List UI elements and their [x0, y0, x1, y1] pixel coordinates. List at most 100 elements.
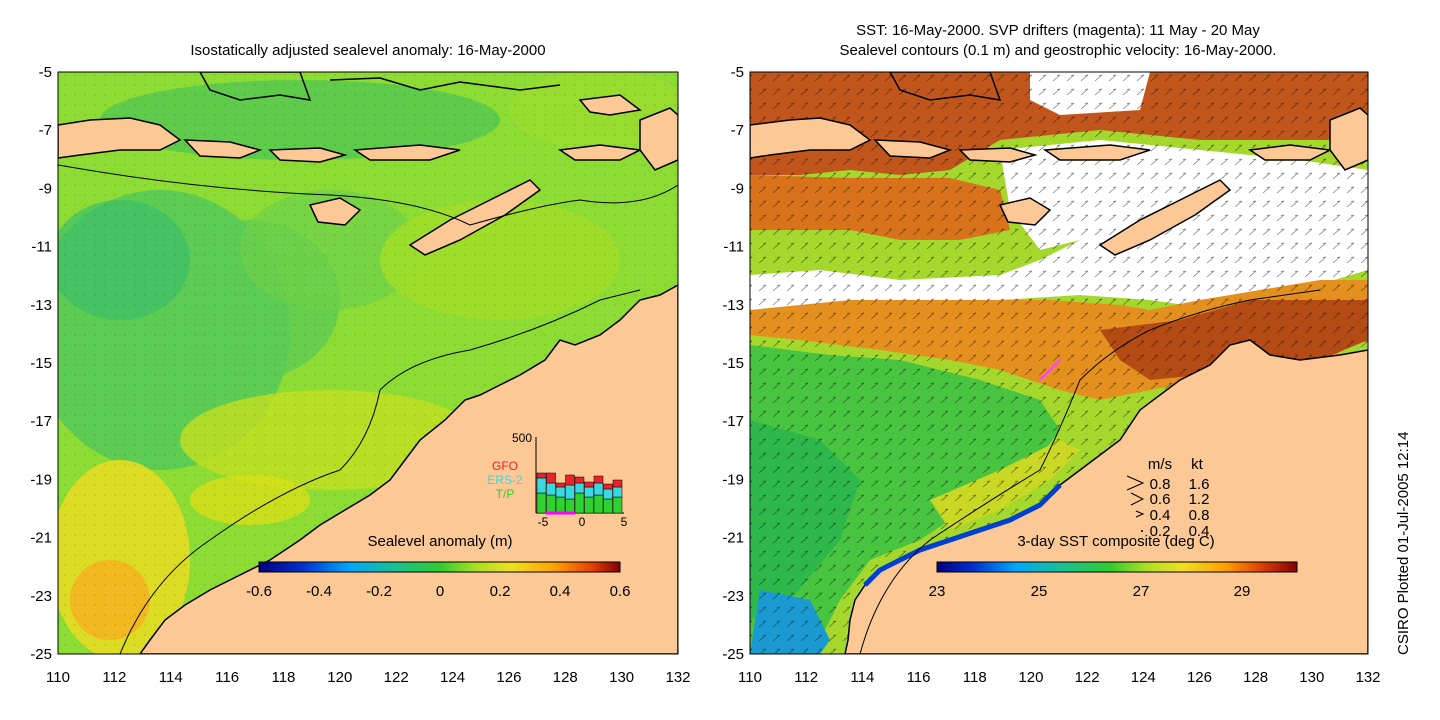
right-map-x-axis: 110 112 114 116 118 120 122 124 126 128 130 132	[738, 669, 1380, 686]
right-colorbar-label: 3-day SST composite (deg C)	[1017, 533, 1214, 550]
legend-ers2: ERS-2	[487, 473, 523, 487]
axis-tick-label: -17	[30, 413, 52, 430]
axis-tick-label: -15	[722, 355, 744, 372]
histogram-bar-ers	[584, 486, 594, 498]
histogram-bar-gfo	[603, 483, 613, 490]
axis-tick-label: 130	[1299, 669, 1324, 686]
axis-tick-label: -5	[39, 64, 52, 81]
left-map-y-axis: -5 -7 -9 -11 -13 -15 -17 -19 -21 -23 -25	[30, 64, 52, 663]
histogram-bar-tp	[612, 496, 623, 514]
axis-tick-label: 116	[215, 669, 239, 686]
left-map-title: Isostatically adjusted sealevel anomaly:…	[190, 42, 545, 59]
right-map-y-axis: -5 -7 -9 -11 -13 -15 -17 -19 -21 -23 -25	[722, 64, 744, 663]
right-map-field	[750, 72, 1368, 654]
velocity-legend-kt: 0.8	[1189, 507, 1210, 524]
left-colorbar-tick: -0.6	[246, 583, 272, 600]
axis-tick-label: 132	[1355, 669, 1380, 686]
histogram-bar-ers	[612, 486, 623, 498]
axis-tick-label: 132	[665, 669, 690, 686]
left-map-x-axis: 110 112 114 116 118 120 122 124 126 128 130 132	[46, 669, 690, 686]
histogram-bar-gfo	[612, 479, 623, 488]
right-colorbar	[936, 561, 1298, 573]
velocity-legend: m/s kt 0.8 1.6 0.6 1.2 0.4 0.8 0.2 0.4	[1126, 456, 1210, 540]
axis-tick-label: -23	[30, 588, 52, 605]
histogram-bar-ers	[565, 484, 575, 500]
left-colorbar-tick: 0	[436, 583, 444, 600]
axis-tick-label: -9	[39, 180, 52, 197]
axis-tick-label: 128	[553, 669, 578, 686]
left-colorbar-tick: -0.4	[306, 583, 332, 600]
axis-tick-label: 118	[963, 669, 987, 686]
velocity-legend-ms: 0.8	[1150, 476, 1171, 493]
axis-tick-label: 110	[738, 669, 762, 686]
histogram-bar-gfo	[546, 472, 556, 484]
histogram-bar-tp	[574, 492, 585, 514]
left-colorbar	[258, 561, 621, 573]
left-colorbar-tick: 0.2	[490, 583, 511, 600]
histogram-xtick: 5	[621, 515, 628, 529]
axis-tick-label: -11	[723, 239, 744, 256]
histogram-bar-ers	[574, 482, 585, 494]
right-colorbar-tick: 23	[929, 583, 946, 600]
axis-tick-label: -13	[30, 297, 52, 314]
axis-tick-label: 128	[1243, 669, 1268, 686]
histogram-bar-tp	[603, 498, 613, 514]
histogram-bar-tp	[555, 496, 566, 514]
histogram-bar-gfo	[565, 474, 575, 486]
data-count-histogram: 500 GFO ERS-2 T/P -5 0 5	[487, 431, 627, 529]
axis-tick-label: -15	[30, 355, 52, 372]
axis-tick-label: 110	[46, 669, 70, 686]
velocity-legend-kt-header: kt	[1191, 456, 1204, 473]
left-map-frame	[57, 71, 679, 655]
velocity-legend-kt: 1.2	[1189, 491, 1210, 508]
histogram-bar-gfo	[555, 482, 566, 488]
histogram-bar-ers	[603, 488, 613, 500]
plot-credit: CSIRO Plotted 01-Jul-2005 12:14	[1395, 432, 1412, 655]
histogram-bar-ers	[536, 477, 547, 494]
axis-tick-label: 126	[496, 669, 521, 686]
velocity-legend-ms: 0.6	[1150, 491, 1171, 508]
legend-gfo: GFO	[492, 459, 518, 473]
right-map-title-line2: Sealevel contours (0.1 m) and geostrophi…	[840, 42, 1277, 59]
histogram-bar-gfo	[593, 475, 604, 484]
right-map-frame	[749, 71, 1369, 655]
axis-tick-label: -5	[731, 64, 744, 81]
velocity-legend-kt: 1.6	[1189, 476, 1210, 493]
left-colorbar-ticks: -0.6 -0.4 -0.2 0 0.2 0.4 0.6	[246, 583, 630, 600]
velocity-legend-ms-header: m/s	[1148, 456, 1172, 473]
axis-tick-label: -17	[722, 413, 744, 430]
histogram-ymax-label: 500	[512, 431, 532, 445]
axis-tick-label: -23	[722, 588, 744, 605]
right-map-title-line1: SST: 16-May-2000. SVP drifters (magenta)…	[856, 22, 1260, 39]
axis-tick-label: 114	[159, 669, 183, 686]
axis-tick-label: 124	[440, 669, 465, 686]
axis-tick-label: -21	[30, 530, 52, 547]
histogram-bar-tp	[584, 496, 594, 514]
axis-tick-label: 118	[271, 669, 295, 686]
axis-tick-label: -19	[30, 471, 52, 488]
histogram-xtick: -5	[538, 515, 549, 529]
velocity-legend-ms: 0.4	[1150, 507, 1171, 524]
axis-tick-label: 120	[327, 669, 352, 686]
axis-tick-label: 112	[102, 669, 126, 686]
axis-tick-label: -21	[722, 530, 744, 547]
histogram-bar-tp	[536, 492, 547, 514]
axis-tick-label: -7	[731, 122, 744, 139]
axis-tick-label: 124	[1131, 669, 1156, 686]
histogram-bar-gfo	[574, 476, 585, 484]
histogram-bar-tp	[546, 494, 556, 514]
axis-tick-label: 114	[850, 669, 874, 686]
axis-tick-label: 120	[1018, 669, 1043, 686]
axis-tick-label: -25	[30, 646, 52, 663]
histogram-bar-gfo	[536, 472, 547, 479]
histogram-bar-ers	[555, 486, 566, 498]
right-colorbar-tick: 25	[1031, 583, 1048, 600]
histogram-bar-tp	[593, 494, 604, 514]
legend-tp: T/P	[496, 487, 515, 501]
left-colorbar-label: Sealevel anomaly (m)	[367, 533, 512, 550]
axis-tick-label: 130	[609, 669, 634, 686]
velocity-legend-kt: 0.4	[1189, 523, 1210, 540]
axis-tick-label: -9	[731, 180, 744, 197]
right-colorbar-tick: 29	[1234, 583, 1251, 600]
